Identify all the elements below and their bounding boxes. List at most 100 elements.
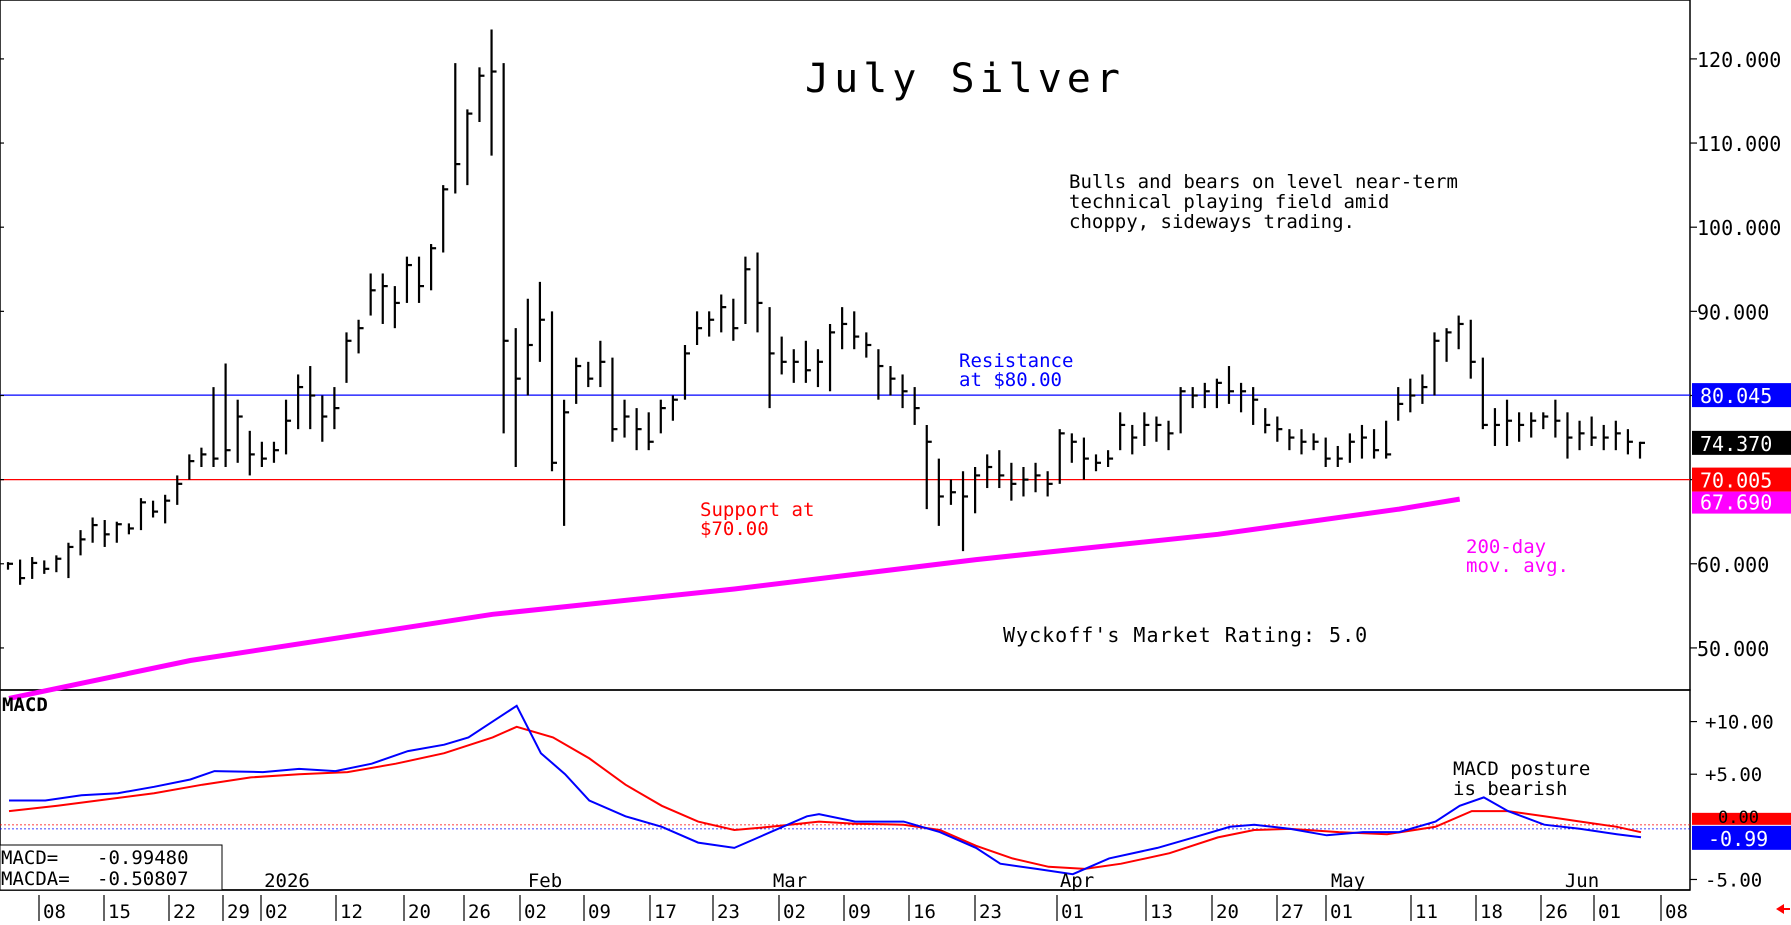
ohlc-bar <box>1602 424 1609 451</box>
ohlc-bar <box>212 387 219 468</box>
ohlc-bar <box>1445 328 1452 362</box>
ohlc-bar <box>1239 382 1247 413</box>
ohlc-bar <box>1010 462 1017 501</box>
ohlc-bar <box>804 340 811 383</box>
week-label: 02 <box>265 901 288 923</box>
ohlc-bar <box>1106 450 1114 468</box>
ohlc-bar <box>1058 429 1065 484</box>
ohlc-bar <box>865 332 872 358</box>
macd-value-tag-bg <box>1692 825 1791 850</box>
ohlc-bar <box>913 387 920 425</box>
ohlc-bar <box>1590 416 1597 446</box>
week-label: 16 <box>913 901 936 923</box>
week-label: 26 <box>468 901 491 923</box>
ohlc-bar <box>1034 462 1041 493</box>
ohlc-bar <box>961 471 969 552</box>
ohlc-bar <box>297 374 304 430</box>
week-label: 15 <box>108 901 131 923</box>
ohlc-bar <box>889 366 896 396</box>
week-label: 01 <box>1061 901 1084 923</box>
macd-zero-label: 0.00 <box>1718 808 1759 828</box>
macda-value-tag-bg <box>1692 812 1791 825</box>
ohlc-bar <box>1336 445 1343 468</box>
last-price-tag: 74.370 <box>1700 432 1772 456</box>
ohlc-bar <box>1457 315 1464 350</box>
week-label: 12 <box>340 901 363 923</box>
ohlc-bar <box>1566 412 1573 459</box>
ohlc-bar <box>478 67 485 123</box>
ohlc-bar <box>1143 412 1150 446</box>
ohlc-bar <box>1312 433 1319 451</box>
ohlc-bar <box>1518 412 1525 442</box>
ohlc-bar <box>369 273 376 316</box>
ohlc-bar <box>1542 412 1549 430</box>
ohlc-bar <box>1203 382 1210 409</box>
price-tick-label: 50.000 <box>1697 637 1769 661</box>
macd-series-macd <box>9 704 1642 876</box>
ohlc-bar <box>127 523 134 535</box>
macd-panel-title: MACD <box>2 694 48 716</box>
ohlc-bar <box>248 430 255 476</box>
ohlc-bar <box>6 562 13 570</box>
ohlc-bar <box>575 357 582 404</box>
macd-panel-frame <box>0 689 1691 891</box>
ohlc-bar <box>417 256 425 303</box>
commentary-text: Bulls and bears on level near-term techni… <box>1069 171 1458 233</box>
ohlc-bar <box>949 479 956 505</box>
ohlc-bar <box>1215 378 1222 409</box>
support-value-tag-bg <box>1692 467 1791 492</box>
week-label: 02 <box>524 901 547 923</box>
ohlc-bar <box>1191 387 1198 409</box>
month-label: Mar <box>773 870 807 892</box>
week-label: 02 <box>783 901 806 923</box>
ohlc-bar <box>587 361 594 388</box>
ohlc-bar <box>1385 420 1392 459</box>
ohlc-bar <box>224 363 231 468</box>
ohlc-bar <box>635 408 642 451</box>
ohlc-bar <box>1372 429 1380 459</box>
price-bars <box>6 29 1645 585</box>
ohlc-bar <box>1397 387 1404 421</box>
ohlc-bar <box>937 458 944 526</box>
ohlc-bar <box>514 328 521 468</box>
ohlc-bar <box>309 366 316 430</box>
ohlc-bar <box>67 542 74 579</box>
ohlc-bar <box>1324 437 1331 468</box>
resistance-value-tag-bg <box>1692 383 1791 408</box>
scroll-left-icon <box>1776 904 1784 914</box>
resistance-value-tag: 80.045 <box>1700 384 1772 408</box>
last-price-tag-bg <box>1692 430 1791 455</box>
ohlc-bar <box>1530 412 1537 438</box>
ohlc-bar <box>816 349 823 388</box>
ohlc-bar <box>841 307 848 350</box>
ohlc-bar <box>176 475 183 505</box>
week-label: 23 <box>979 901 1002 923</box>
ohlc-bar <box>1433 332 1440 396</box>
week-label: 11 <box>1415 901 1438 923</box>
ohlc-bar <box>405 256 412 303</box>
ohlc-bar <box>333 387 340 430</box>
ohlc-bar <box>260 441 267 468</box>
price-panel-frame <box>0 0 1691 691</box>
ohlc-bar <box>974 467 981 514</box>
support-value-tag: 70.005 <box>1700 469 1772 493</box>
ohlc-bar <box>768 307 775 409</box>
ohlc-bar <box>611 357 618 442</box>
ohlc-bar <box>671 395 678 421</box>
ohlc-bar <box>877 349 884 400</box>
ohlc-bar <box>43 560 50 574</box>
ohlc-bar <box>1481 357 1488 430</box>
market-rating: Wyckoff's Market Rating: 5.0 <box>1003 623 1368 647</box>
week-label: 08 <box>1665 901 1688 923</box>
week-label: 17 <box>654 901 677 923</box>
week-label: 08 <box>43 901 66 923</box>
ohlc-bar <box>1409 378 1416 413</box>
ohlc-bar <box>1252 387 1259 425</box>
legend-value: -0.99480 <box>97 847 189 869</box>
ohlc-bar <box>986 454 993 489</box>
ohlc-bar <box>345 332 352 383</box>
macd-tick-label: -5.00 <box>1705 869 1762 891</box>
ohlc-bar <box>720 294 727 333</box>
ohlc-bar <box>188 454 195 480</box>
ohlc-bar <box>1264 408 1271 434</box>
